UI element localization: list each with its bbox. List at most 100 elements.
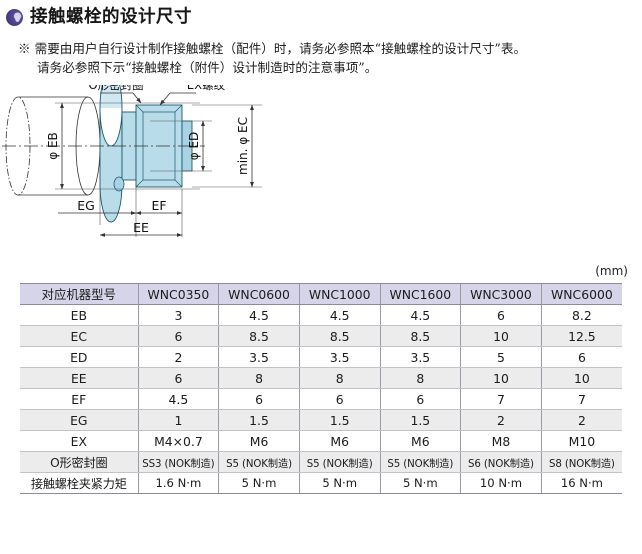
table-cell: 1.5 xyxy=(298,409,380,431)
table-row-label: 接触螺栓夹紧力矩 xyxy=(20,472,139,494)
table-cell: 8 xyxy=(298,367,380,389)
table-cell: 4.5 xyxy=(137,388,219,410)
table-cell: M6 xyxy=(298,430,380,452)
table-cell: 6 xyxy=(298,388,380,410)
table-header-cell-1: WNC0350 xyxy=(137,283,219,305)
table-cell: 3.5 xyxy=(379,346,461,368)
purple-sphere-bullet-icon xyxy=(6,9,23,27)
table-row: EB 3 4.5 4.5 4.5 6 8.2 xyxy=(20,304,622,326)
table-cell: 12.5 xyxy=(540,325,622,347)
page-title-row: 接触螺栓的设计尺寸 xyxy=(0,0,642,27)
table-cell: 1.5 xyxy=(379,409,461,431)
table-row-label: EF xyxy=(20,388,139,410)
table-row: EE 6 8 8 8 10 10 xyxy=(20,367,622,389)
table-cell: 6 xyxy=(137,325,219,347)
table-cell: M4×0.7 xyxy=(137,430,219,452)
table-cell: M10 xyxy=(540,430,622,452)
table-cell: 8.5 xyxy=(379,325,461,347)
table-cell: M6 xyxy=(379,430,461,452)
table-header-cell-5: WNC3000 xyxy=(460,283,542,305)
table-cell: 10 xyxy=(540,367,622,389)
table-row-label: EX xyxy=(20,430,139,452)
note-block: ※ 需要由用户自行设计制作接触螺栓（配件）时，请务必参照本“接触螺栓的设计尺寸”… xyxy=(18,39,642,77)
table-cell: 8.5 xyxy=(218,325,300,347)
dim-ec: min. φ EC xyxy=(236,104,254,187)
table-cell: 2 xyxy=(540,409,622,431)
table-cell: 4.5 xyxy=(379,304,461,326)
table-cell: 6 xyxy=(379,388,461,410)
table-row: O形密封圈 SS3 (NOK制造) S5 (NOK制造) S5 (NOK制造) S5 (… xyxy=(20,451,622,473)
callout-thread: EX螺纹 xyxy=(159,85,226,105)
callout-oring: O形密封圈 xyxy=(88,85,144,103)
table-cell: 10 xyxy=(460,325,542,347)
table-cell: 10 xyxy=(460,367,542,389)
table-cell: 8 xyxy=(218,367,300,389)
table-row-label: O形密封圈 xyxy=(20,451,139,473)
table-header-cell-6: WNC6000 xyxy=(540,283,622,305)
table-row-label: EC xyxy=(20,325,139,347)
table-row: EX M4×0.7 M6 M6 M6 M8 M10 xyxy=(20,430,622,452)
table-cell: 2 xyxy=(137,346,219,368)
table-header-row: 对应机器型号 WNC0350 WNC0600 WNC1000 WNC1600 W… xyxy=(20,283,622,305)
table-cell: 3.5 xyxy=(298,346,380,368)
table-row: EC 6 8.5 8.5 8.5 10 12.5 xyxy=(20,325,622,347)
table-cell: 8.5 xyxy=(298,325,380,347)
table-cell: S8 (NOK制造) xyxy=(540,451,622,473)
table-cell: 6 xyxy=(218,388,300,410)
table-cell: M8 xyxy=(460,430,542,452)
dim-ef-label: EF xyxy=(151,198,166,213)
table-cell: S6 (NOK制造) xyxy=(460,451,542,473)
table-row: EF 4.5 6 6 6 7 7 xyxy=(20,388,622,410)
table-cell: 4.5 xyxy=(218,304,300,326)
table-cell: 5 N·m xyxy=(298,472,380,494)
table-row-label: EB xyxy=(20,304,139,326)
table-row: 接触螺栓夹紧力矩 1.6 N·m 5 N·m 5 N·m 5 N·m 10 N·m 16 N… xyxy=(20,472,622,494)
dim-eb: φ EB xyxy=(46,102,64,189)
dim-ed-label: φ ED xyxy=(187,131,201,160)
table-cell: 7 xyxy=(540,388,622,410)
table-cell: 7 xyxy=(460,388,542,410)
table-cell: 2 xyxy=(460,409,542,431)
table-cell: 5 N·m xyxy=(379,472,461,494)
table-cell: 5 xyxy=(460,346,542,368)
dim-ed: φ ED xyxy=(187,120,205,171)
note-line-1: ※ 需要由用户自行设计制作接触螺栓（配件）时，请务必参照本“接触螺栓的设计尺寸”… xyxy=(18,40,527,56)
table-cell: S5 (NOK制造) xyxy=(379,451,461,473)
table-cell: 10 N·m xyxy=(460,472,542,494)
dim-eb-label: φ EB xyxy=(46,132,60,160)
dim-eg-ef: EG EF xyxy=(58,198,183,215)
table-row-label: EE xyxy=(20,367,139,389)
table-row-label: EG xyxy=(20,409,139,431)
table-cell: 3 xyxy=(137,304,219,326)
table-row: EG 1 1.5 1.5 1.5 2 2 xyxy=(20,409,622,431)
table-header-cell-2: WNC0600 xyxy=(218,283,300,305)
table-row: ED 2 3.5 3.5 3.5 5 6 xyxy=(20,346,622,368)
contact-bolt-diagram: φ EB φ ED min. φ EC EG EF EE O形密封圈 EX螺纹 xyxy=(0,84,330,243)
note-line-2: 请务必参照下示“接触螺栓（附件）设计制造时的注意事项”。 xyxy=(37,59,378,75)
table-cell: 5 N·m xyxy=(218,472,300,494)
table-body: EB 3 4.5 4.5 4.5 6 8.2 EC 6 8.5 8.5 8.5 10 12.5 ED 2 3.5… xyxy=(20,304,622,494)
dim-ee: EE xyxy=(99,220,183,237)
table-cell: 8 xyxy=(379,367,461,389)
table-cell: SS3 (NOK制造) xyxy=(137,451,219,473)
page-title: 接触螺栓的设计尺寸 xyxy=(30,7,192,27)
dim-eg-label: EG xyxy=(77,198,95,213)
table-cell: 4.5 xyxy=(298,304,380,326)
table-cell: 1 xyxy=(137,409,219,431)
table-cell: 8.2 xyxy=(540,304,622,326)
table-cell: 6 xyxy=(137,367,219,389)
dim-ee-label: EE xyxy=(133,220,149,235)
table-cell: 1.5 xyxy=(218,409,300,431)
bolt-body-shape xyxy=(99,84,193,222)
dim-ec-label: min. φ EC xyxy=(236,117,250,175)
contact-bolt-spec-table: 对应机器型号 WNC0350 WNC0600 WNC1000 WNC1600 W… xyxy=(20,283,622,494)
table-cell: 3.5 xyxy=(218,346,300,368)
spec-table-wrap: 对应机器型号 WNC0350 WNC0600 WNC1000 WNC1600 W… xyxy=(20,283,622,494)
table-cell: M6 xyxy=(218,430,300,452)
table-header-cell-0: 对应机器型号 xyxy=(20,283,139,305)
table-row-label: ED xyxy=(20,346,139,368)
table-cell: 1.6 N·m xyxy=(137,472,219,494)
callout-thread-label: EX螺纹 xyxy=(187,85,226,92)
table-cell: 16 N·m xyxy=(540,472,622,494)
table-cell: 6 xyxy=(460,304,542,326)
